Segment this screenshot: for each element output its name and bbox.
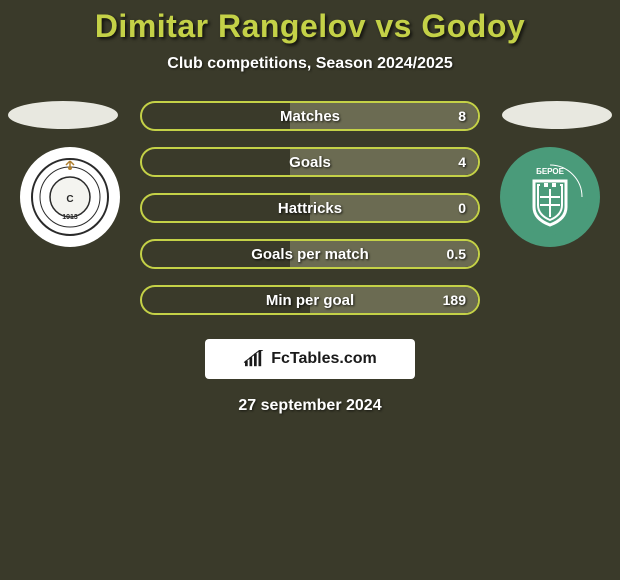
stat-value-right: 189: [443, 292, 466, 308]
svg-text:C: C: [66, 194, 73, 205]
stat-value-right: 8: [458, 108, 466, 124]
stat-value-right: 0: [458, 200, 466, 216]
stat-row-min-per-goal: Min per goal 189: [140, 285, 480, 315]
comparison-card: Dimitar Rangelov vs Godoy Club competiti…: [0, 0, 620, 415]
beroe-crest-icon: БЕРОЕ: [510, 157, 590, 237]
stat-row-goals-per-match: Goals per match 0.5: [140, 239, 480, 269]
stat-row-goals: Goals 4: [140, 147, 480, 177]
stat-row-matches: Matches 8: [140, 101, 480, 131]
stat-label: Goals: [289, 154, 331, 171]
stats-area: C 1913 БЕРОЕ Match: [0, 101, 620, 315]
svg-text:БЕРОЕ: БЕРОЕ: [536, 167, 565, 176]
page-title: Dimitar Rangelov vs Godoy: [95, 8, 525, 45]
slavia-sofia-crest-icon: C 1913: [30, 157, 110, 237]
stat-value-right: 0.5: [447, 246, 466, 262]
stat-value-right: 4: [458, 154, 466, 170]
stat-label: Goals per match: [251, 246, 369, 263]
bar-chart-icon: [243, 350, 265, 368]
source-logo[interactable]: FcTables.com: [205, 339, 415, 379]
club-badge-right: БЕРОЕ: [500, 147, 600, 247]
stat-label: Min per goal: [266, 292, 354, 309]
stat-label: Matches: [280, 108, 340, 125]
stats-column: Matches 8 Goals 4 Hattricks 0 Goals per …: [140, 101, 480, 315]
svg-text:1913: 1913: [62, 214, 78, 221]
player-photo-left-placeholder: [8, 101, 118, 129]
player-photo-right-placeholder: [502, 101, 612, 129]
date-text: 27 september 2024: [238, 397, 381, 415]
subtitle: Club competitions, Season 2024/2025: [167, 55, 452, 73]
logo-text: FcTables.com: [271, 350, 377, 368]
club-badge-left: C 1913: [20, 147, 120, 247]
stat-label: Hattricks: [278, 200, 342, 217]
stat-row-hattricks: Hattricks 0: [140, 193, 480, 223]
